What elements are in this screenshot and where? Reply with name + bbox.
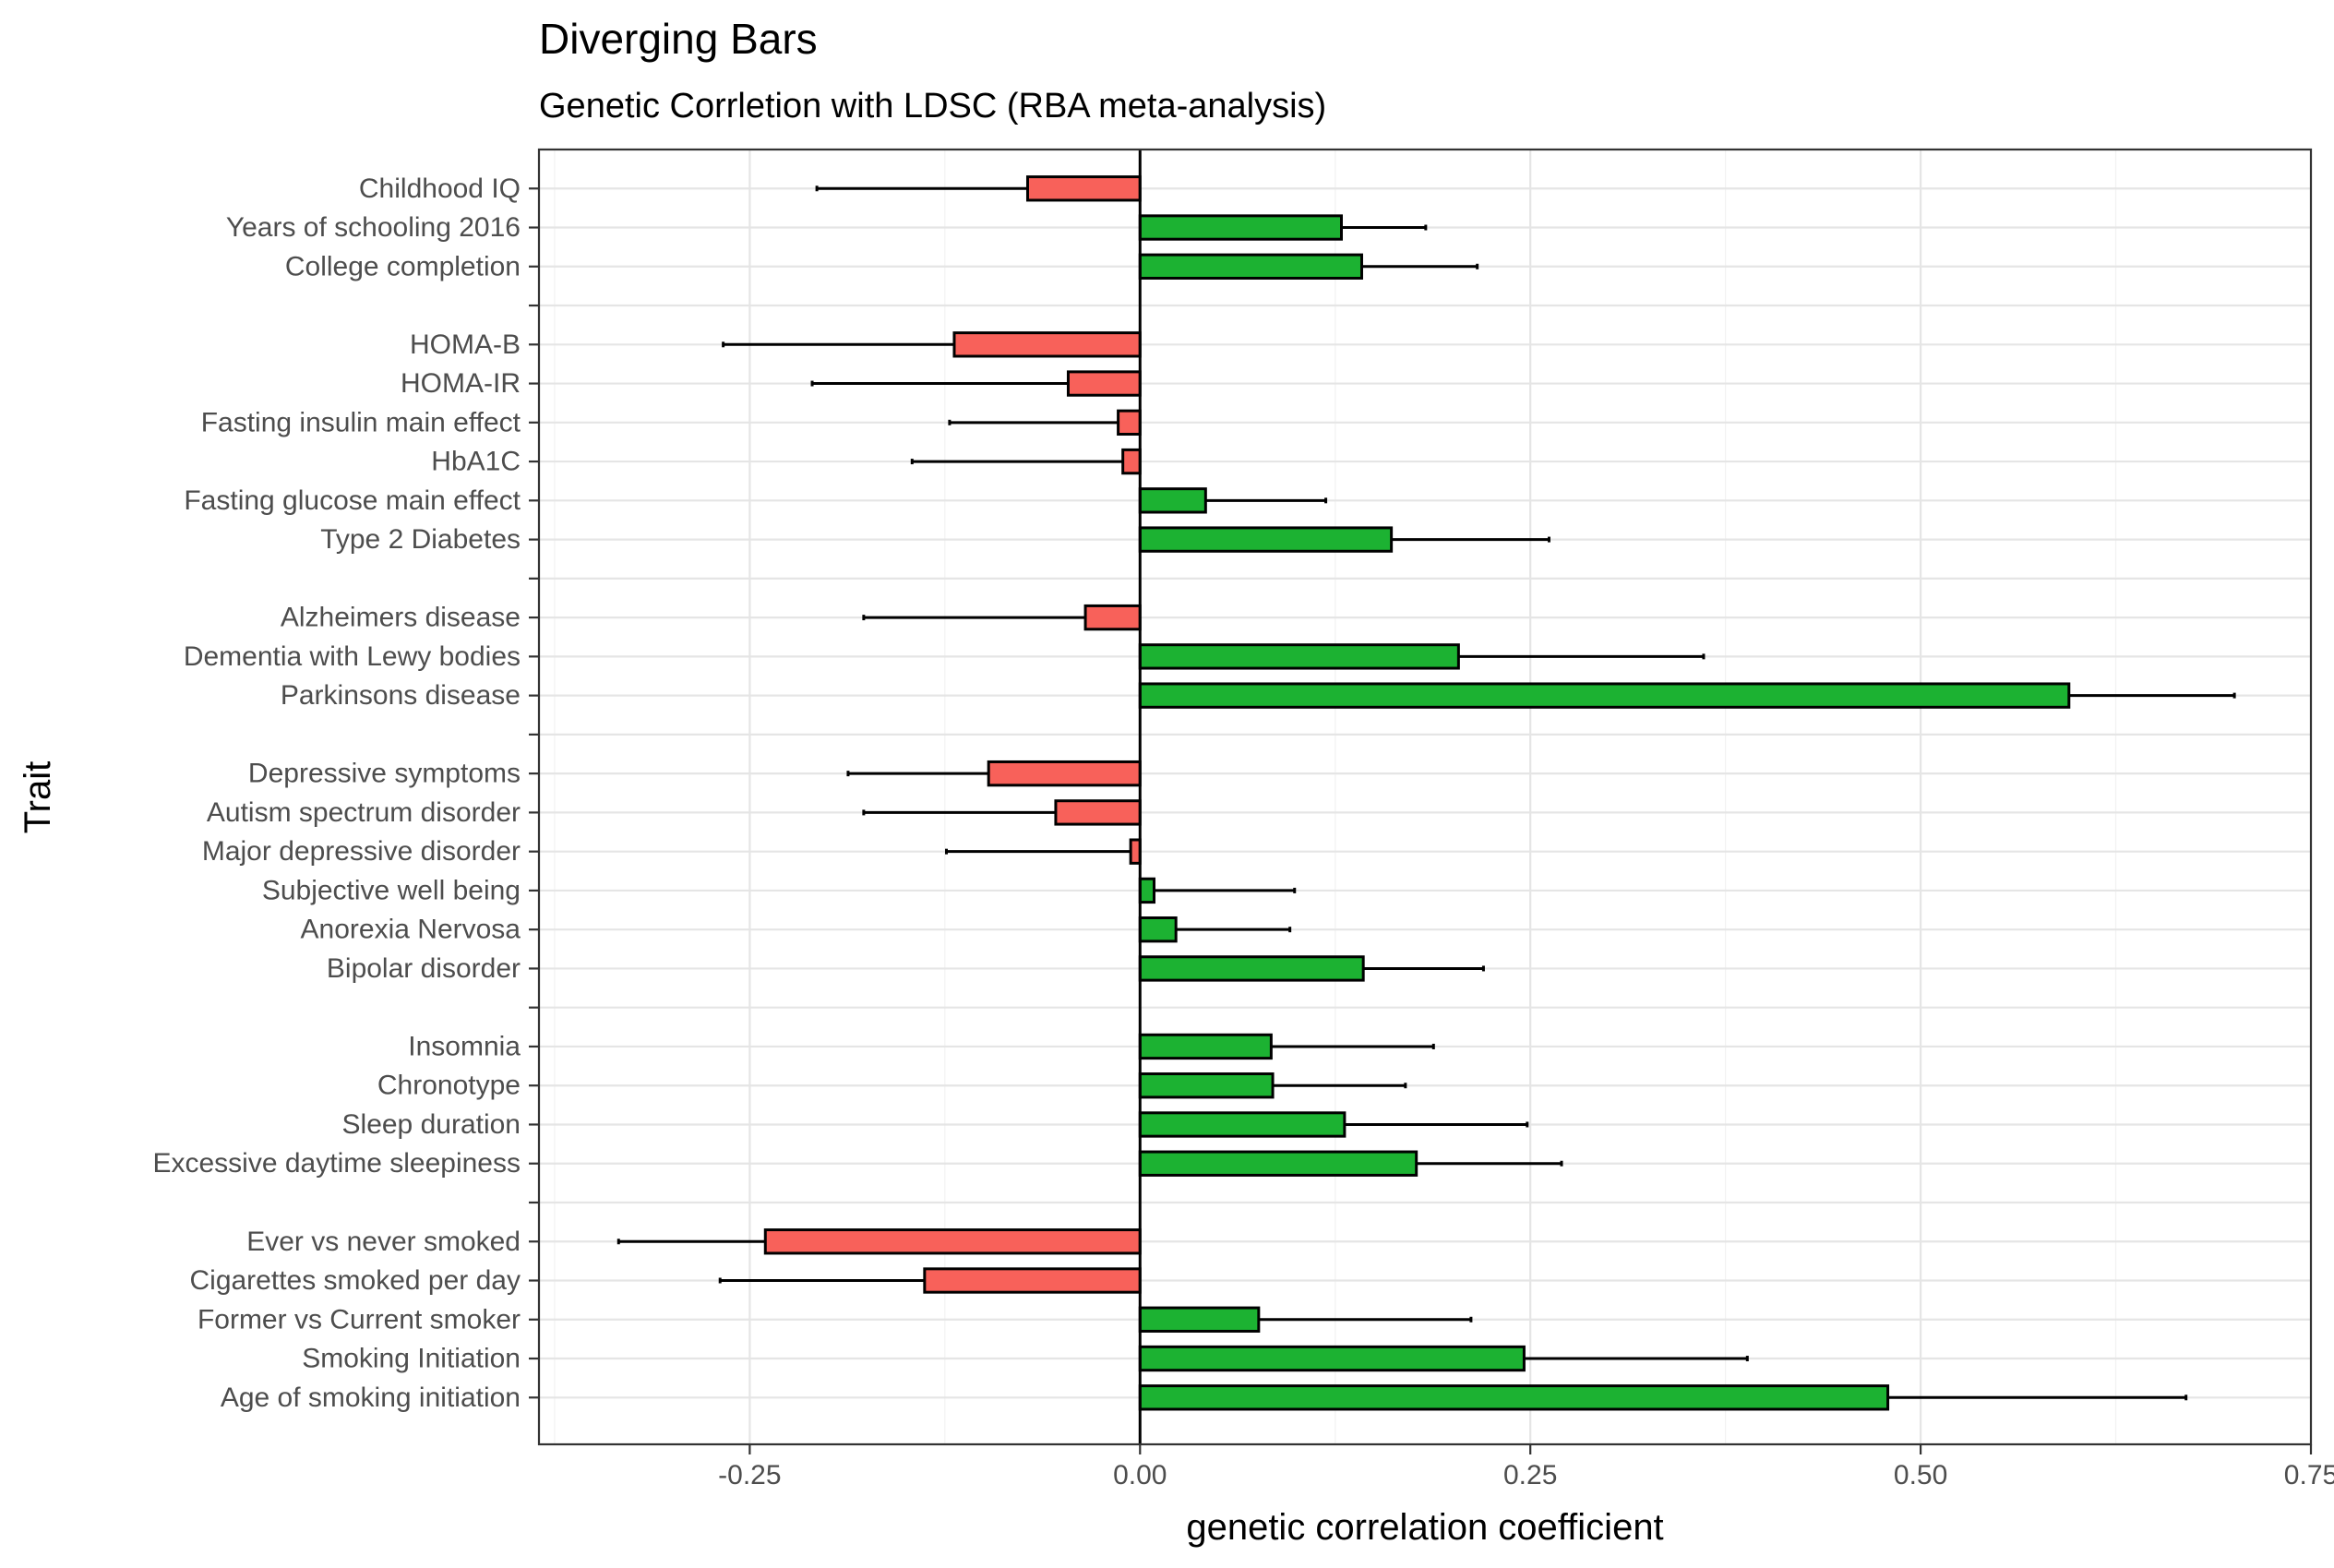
bar (987, 760, 1142, 787)
x-tick-label: 0.25 (1503, 1460, 1557, 1490)
plot-panel (537, 148, 2313, 1446)
y-tick-label: Bipolar disorder (327, 953, 521, 984)
x-tick-label: -0.25 (718, 1460, 781, 1490)
chart-subtitle: Genetic Corrletion with LDSC (RBA meta-a… (539, 87, 1326, 126)
y-tick-label: HOMA-B (410, 329, 521, 360)
bar (1138, 682, 2071, 709)
y-tick-label: Childhood IQ (359, 174, 521, 204)
y-tick-label: Cigarettes smoked per day (189, 1265, 521, 1296)
bar (1138, 1384, 1890, 1411)
bar (1138, 877, 1156, 904)
bar (1117, 409, 1142, 436)
y-tick-label: Fasting glucose main effect (184, 485, 521, 516)
y-tick-label: Type 2 Diabetes (320, 524, 521, 555)
x-tick-label: 0.50 (1894, 1460, 1947, 1490)
bar (1025, 175, 1142, 202)
y-tick-label: Dementia with Lewy bodies (184, 641, 521, 672)
error-bars (616, 186, 2236, 1401)
y-axis-title: Trait (18, 761, 58, 834)
chart-title: Diverging Bars (539, 15, 818, 63)
y-tick-label: Anorexia Nervosa (301, 915, 521, 945)
y-tick-label: Ever vs never smoked (246, 1227, 521, 1257)
bar (1138, 1033, 1273, 1060)
y-tick-label: Insomnia (408, 1031, 521, 1061)
bar (1066, 370, 1142, 397)
y-tick-label: Major depressive disorder (202, 836, 521, 867)
bar (1138, 253, 1363, 280)
bar (1083, 604, 1142, 631)
bar (1138, 1150, 1418, 1177)
bar (1138, 1306, 1261, 1333)
y-tick-label: Parkinsons disease (281, 680, 521, 711)
y-tick-label: Chronotype (377, 1071, 521, 1101)
bar (1138, 955, 1365, 982)
bar (1138, 214, 1343, 241)
y-axis: Childhood IQ Years of schooling 2016 Colle… (152, 174, 539, 1413)
y-tick-label: Smoking Initiation (302, 1344, 521, 1374)
bar (1138, 1111, 1347, 1138)
y-tick-label: Depressive symptoms (248, 759, 521, 789)
y-tick-label: Subjective well being (262, 875, 521, 905)
bar (1138, 1072, 1275, 1099)
bar (1054, 799, 1142, 826)
x-tick-label: 0.00 (1113, 1460, 1167, 1490)
y-tick-label: Excessive daytime sleepiness (152, 1148, 521, 1179)
bar (1138, 643, 1460, 670)
bar (1138, 487, 1207, 514)
y-tick-label: College completion (285, 251, 521, 281)
y-tick-label: Age of smoking initiation (221, 1382, 521, 1413)
bar (1138, 916, 1178, 943)
y-tick-label: Sleep duration (342, 1109, 521, 1140)
panel-border (537, 148, 2313, 1446)
y-tick-label: HOMA-IR (401, 368, 521, 399)
x-axis: -0.25 0.00 0.25 0.50 0.75 (718, 1444, 2334, 1490)
y-tick-label: Former vs Current smoker (197, 1304, 521, 1335)
bar (1129, 838, 1142, 865)
bar (1121, 448, 1142, 475)
x-tick-label: 0.75 (2284, 1460, 2334, 1490)
bar (1138, 526, 1394, 553)
y-tick-label: Autism spectrum disorder (207, 797, 521, 828)
y-tick-label: Years of schooling 2016 (226, 212, 521, 243)
x-axis-title: genetic correlation coefficient (1186, 1507, 1663, 1548)
y-tick-label: Fasting insulin main effect (201, 407, 521, 437)
y-tick-label: Alzheimers disease (281, 603, 521, 633)
bar (763, 1228, 1142, 1255)
y-tick-label: HbA1C (431, 447, 521, 477)
bar (923, 1267, 1142, 1294)
bar (1138, 1345, 1526, 1372)
bar (952, 331, 1142, 358)
